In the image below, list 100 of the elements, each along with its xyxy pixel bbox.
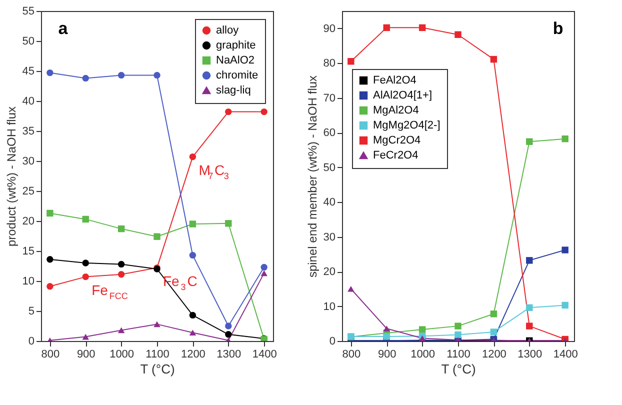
point [46,69,54,76]
x-tick-label: 1300 [216,348,242,360]
point [454,31,462,38]
x-tick-label: 1100 [146,348,170,360]
x-tick-label: 1000 [410,348,436,360]
y-tick-label: 10 [323,300,336,313]
point [118,271,125,278]
point [490,310,498,318]
x-tick-label: 1200 [180,348,206,360]
point [225,220,232,227]
point [118,225,125,232]
legend-label: NaAlO2 [216,54,255,66]
y-tick-label: 80 [323,58,336,70]
point [82,273,89,280]
point [189,330,196,336]
point [490,328,498,336]
point [118,260,125,268]
point [562,246,568,254]
y-tick-label: 30 [323,231,336,244]
point [82,260,89,266]
point [454,331,462,338]
point [154,321,160,328]
point [383,333,390,340]
x-tick-label: 1400 [252,348,277,360]
legend-label: graphite [216,40,256,52]
y-tick-label: 0 [28,336,34,348]
legend-label: MgMg2O4[2-] [373,120,440,132]
point [189,312,196,319]
legend-label: AlAl2O4[1+] [373,90,432,102]
x-axis-title: T (°C) [441,362,476,376]
x-tick-label: 900 [76,348,96,360]
point [82,334,89,340]
y-tick-label: 35 [22,126,34,138]
y-axis-title: spinel end member (wt%) - NaOH flux [305,75,320,278]
y-tick-label: 30 [22,156,34,168]
legend-label: alloy [216,24,240,36]
point [418,326,426,333]
x-tick-label: 900 [378,348,396,360]
annotation: b [552,19,564,38]
point [260,270,268,276]
point [118,72,125,79]
point [225,108,232,116]
point [82,216,89,223]
y-tick-label: 45 [22,66,34,78]
x-tick-label: 1200 [482,348,506,360]
legend-label: chromite [216,70,258,82]
y-tick-label: 20 [323,266,336,278]
point [260,264,268,271]
y-tick-label: 40 [22,96,34,108]
y-tick-label: 15 [22,246,34,258]
x-tick-label: 1100 [446,348,470,360]
y-tick-label: 70 [323,92,336,104]
y-axis-title: product (wt%) - NaOH flux [4,106,18,247]
legend-label: FeAl2O4 [373,74,416,86]
point [225,322,232,330]
point [526,138,533,145]
y-tick-label: 60 [323,127,336,140]
point [454,322,462,330]
point [154,72,160,79]
point [154,233,160,240]
y-tick-label: 40 [323,196,336,209]
legend-label: MgAl2O4 [373,104,419,116]
point [225,331,232,338]
point [348,58,354,65]
point [526,257,533,264]
y-tick-label: 50 [323,162,336,174]
point [46,256,54,263]
y-tick-label: 55 [22,6,34,18]
y-tick-label: 25 [22,186,34,198]
x-axis-title: T (°C) [140,362,175,376]
point [118,327,125,334]
point [526,304,533,312]
x-tick-label: 1400 [553,348,578,360]
point [82,74,89,82]
point [189,153,196,160]
legend-label: MgCr2O4 [373,134,421,146]
point [189,252,196,259]
y-tick-label: 50 [22,36,34,48]
y-tick-label: 90 [323,22,336,35]
y-tick-label: 5 [28,306,34,318]
point [260,108,268,116]
y-tick-label: 0 [329,336,336,348]
x-tick-label: 800 [41,348,60,360]
point [46,210,54,217]
x-tick-label: 1000 [110,348,134,360]
point [383,24,390,32]
point [562,302,568,309]
point [348,286,354,292]
point [526,322,533,330]
point [46,283,54,290]
point [418,24,426,32]
legend-label: slag-liq [216,84,251,96]
point [383,326,390,332]
point [490,56,498,63]
point [189,220,196,228]
y-tick-label: 20 [22,216,34,228]
legend-label: FeCr2O4 [373,150,418,162]
y-tick-label: 10 [22,276,34,288]
point [562,135,568,142]
x-tick-label: 1300 [518,348,542,360]
